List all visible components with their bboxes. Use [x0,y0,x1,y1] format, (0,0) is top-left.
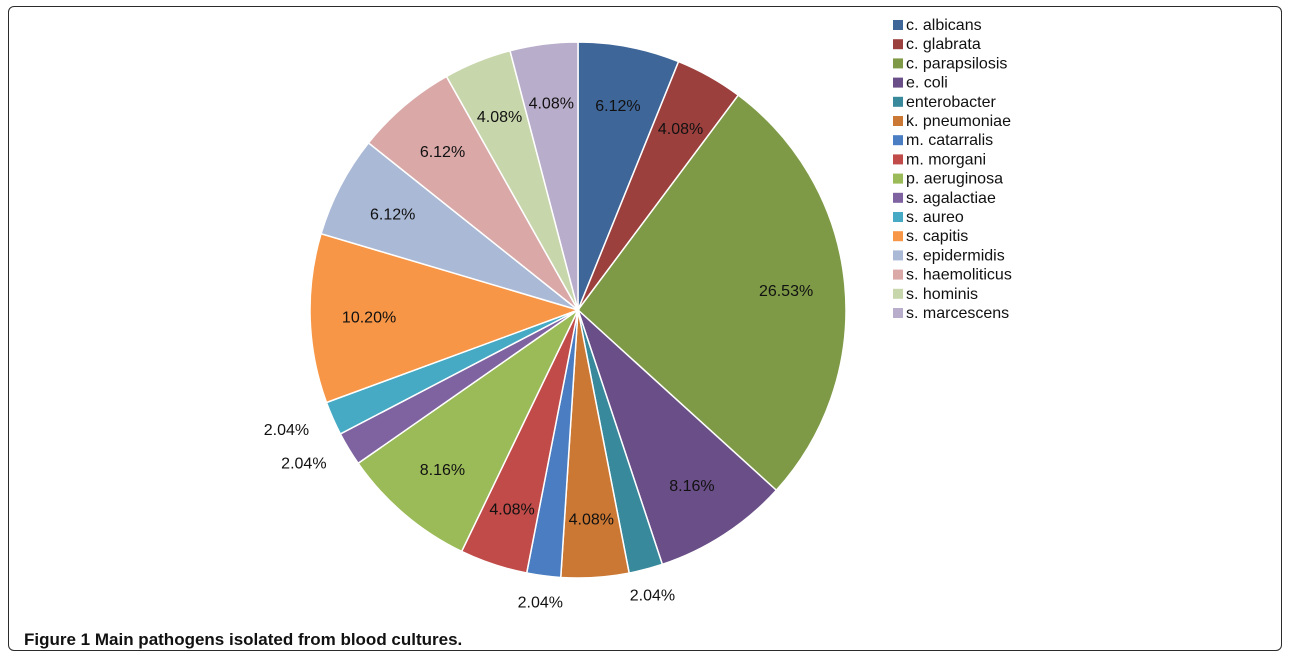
figure-caption-text: Main pathogens isolated from blood cultu… [94,630,463,649]
pie-slice-c-parapsilosis [576,94,847,492]
legend-swatch [893,288,903,299]
legend-label: s. agalactiae [906,190,996,207]
data-label-e-coli: 8.16% [669,478,714,495]
legend-swatch [893,173,903,184]
pie-slice-e-coli [576,307,778,566]
legend-item-s-agalactiae: s. agalactiae [893,190,996,207]
legend-item-m-morgani: m. morgani [893,151,986,168]
legend-swatch [893,154,903,165]
legend-swatch [893,39,903,50]
legend-item-c-albicans: c. albicans [893,17,982,34]
legend-swatch [893,20,903,30]
legend-label: c. albicans [906,17,982,34]
legend-item-m-catarralis: m. catarralis [893,132,993,149]
pie-slice-p-aeruginosa [357,307,580,553]
pie-slice-s-marcescens [509,41,579,311]
figure-caption: Figure 1 Main pathogens isolated from bl… [24,630,462,650]
legend-label: s. capitis [906,228,968,245]
data-label-s-agalactiae: 2.04% [281,455,326,472]
legend-label: k. pneumoniae [906,113,1011,130]
data-label-s-aureo: 2.04% [264,422,309,439]
data-label-m-morgani: 4.08% [489,501,534,518]
legend-label: c. parapsilosis [906,55,1007,72]
pie-slice-s-capitis [309,232,581,404]
legend-swatch [893,192,903,203]
legend-swatch [893,250,903,261]
data-label-s-hominis: 4.08% [477,109,522,126]
pie-data-labels: 6.12% 4.08% 26.53% 8.16% 2.04% 4.08% 2.04% 4.08… [264,96,813,612]
legend-label: s. haemoliticus [906,267,1012,284]
pie-slices [309,41,847,579]
legend-swatch [893,269,903,280]
figure-label: Figure 1 [24,630,91,649]
legend-item-e-coli: e. coli [893,75,948,92]
legend-label: enterobacter [906,94,997,111]
legend-swatch [893,116,903,126]
legend-swatch [893,96,903,107]
legend: c. albicans c. glabrata c. parapsilosis e. … [893,17,1012,322]
legend-item-s-epidermidis: s. epidermidis [893,247,1005,264]
legend-swatch [893,135,903,146]
legend-label: s. epidermidis [906,247,1005,264]
legend-swatch [893,58,903,69]
data-label-s-marcescens: 4.08% [529,96,574,113]
legend-label: e. coli [906,75,948,92]
legend-item-s-aureo: s. aureo [893,209,964,226]
data-label-enterobacter: 2.04% [630,587,675,604]
legend-item-s-marcescens: s. marcescens [893,305,1009,322]
legend-label: p. aeruginosa [906,171,1003,188]
legend-swatch [893,308,903,318]
legend-label: m. morgani [906,151,986,168]
data-label-s-capitis: 10.20% [342,310,396,327]
legend-label: s. aureo [906,209,964,226]
figure-frame [8,6,1282,651]
data-label-c-glabrata: 4.08% [658,121,703,138]
legend-label: c. glabrata [906,36,981,53]
legend-item-c-glabrata: c. glabrata [893,36,981,53]
legend-item-enterobacter: enterobacter [893,94,997,111]
legend-swatch [893,212,903,222]
data-label-s-haemoliticus: 6.12% [420,144,465,161]
data-label-m-catarralis: 2.04% [518,595,563,612]
data-label-c-albicans: 6.12% [595,98,640,115]
data-label-s-epidermidis: 6.12% [370,206,415,223]
data-label-k-pneumoniae: 4.08% [569,512,614,529]
legend-item-s-haemoliticus: s. haemoliticus [893,267,1012,284]
legend-swatch [893,77,903,88]
legend-item-k-pneumoniae: k. pneumoniae [893,113,1011,130]
data-label-p-aeruginosa: 8.16% [420,462,465,479]
legend-item-c-parapsilosis: c. parapsilosis [893,55,1007,72]
legend-item-s-capitis: s. capitis [893,228,968,245]
legend-label: m. catarralis [906,132,993,149]
data-label-c-parapsilosis: 26.53% [759,283,813,300]
legend-label: s. marcescens [906,305,1009,322]
legend-swatch [893,231,903,242]
legend-item-p-aeruginosa: p. aeruginosa [893,171,1003,188]
legend-item-s-hominis: s. hominis [893,286,978,303]
legend-label: s. hominis [906,286,978,303]
